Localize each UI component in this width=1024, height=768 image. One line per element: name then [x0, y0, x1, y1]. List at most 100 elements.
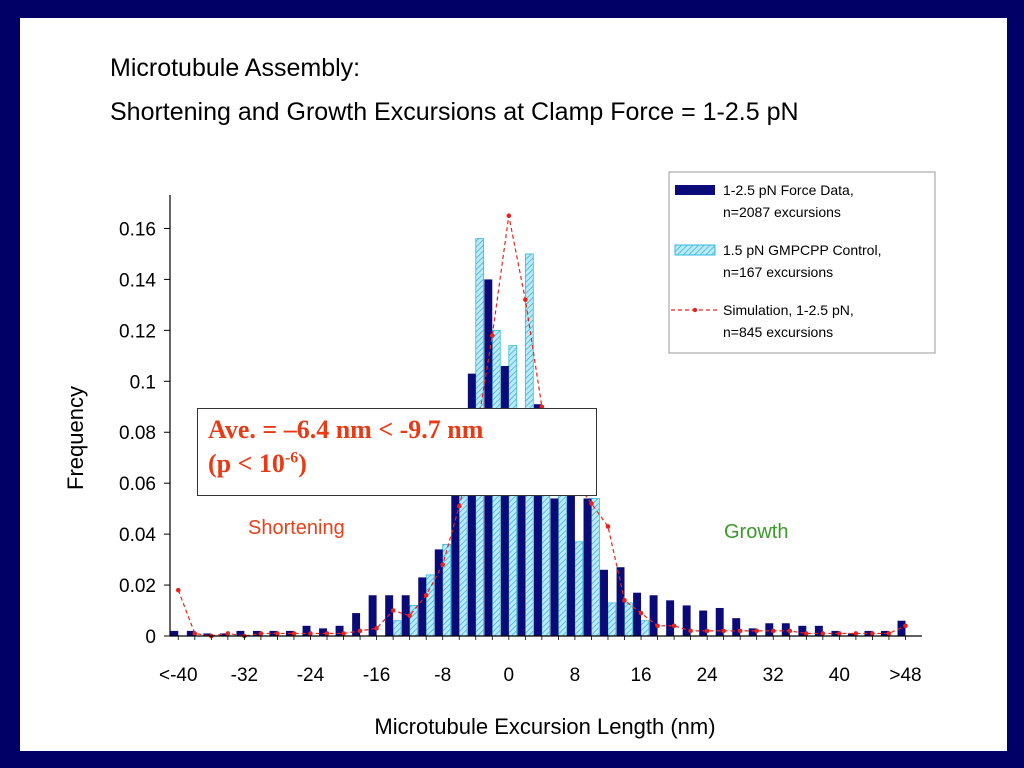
data-bar — [897, 620, 906, 636]
data-bar — [682, 605, 691, 636]
simulation-line — [175, 213, 908, 639]
simulation-point — [721, 628, 726, 634]
data-bar — [451, 488, 460, 636]
x-tick-label: <-40 — [159, 665, 198, 686]
x-tick-label: 24 — [697, 665, 719, 686]
control-bar — [409, 605, 418, 637]
data-bar — [170, 630, 179, 636]
legend: 1-2.5 pN Force Data, n=2087 excursions 1… — [668, 171, 936, 354]
data-bar — [269, 630, 278, 636]
data-bar — [186, 630, 195, 636]
legend-swatch-control — [674, 244, 716, 256]
control-bar — [392, 620, 402, 637]
data-bar — [335, 625, 344, 636]
simulation-point — [539, 404, 545, 410]
control-bar — [640, 620, 650, 637]
control-bar — [442, 543, 452, 637]
simulation-point — [456, 503, 462, 509]
y-tick-label: 0.16 — [119, 219, 156, 240]
data-bar — [781, 623, 790, 636]
simulation-point — [853, 631, 859, 636]
axes: 0 0.02 0.04 0.06 0.08 0.1 0.12 0.14 0.16 <-40 -32 -… — [119, 195, 922, 686]
simulation-point — [308, 631, 313, 636]
data-bar — [418, 577, 427, 636]
simulation-point — [258, 631, 264, 636]
y-tick-label: 0.14 — [119, 270, 156, 291]
shortening-label: Shortening — [248, 517, 345, 539]
data-bar — [517, 447, 526, 636]
x-tick-label: -32 — [231, 665, 258, 686]
x-tick-label: 32 — [763, 665, 784, 686]
x-tick-label: >48 — [889, 665, 921, 686]
data-bar — [319, 628, 328, 636]
data-bar — [533, 404, 542, 636]
legend-label-data-1: 1-2.5 pN Force Data, — [723, 182, 854, 198]
simulation-point — [688, 628, 693, 634]
x-tick-label: 8 — [570, 665, 581, 686]
legend-swatch-sim-marker — [692, 307, 698, 313]
simulation-point — [506, 213, 512, 219]
data-bar — [252, 630, 261, 636]
legend-label-data-2: n=2087 excursions — [723, 204, 841, 220]
data-bar — [666, 600, 675, 636]
simulation-point — [638, 610, 644, 616]
data-bar — [847, 633, 856, 636]
simulation-point — [374, 626, 379, 631]
data-bar — [814, 625, 823, 636]
simulation-point — [192, 631, 198, 636]
data-bar — [699, 610, 708, 636]
data-bar — [236, 630, 245, 636]
data-bar — [616, 567, 625, 636]
data-bar — [302, 625, 311, 636]
simulation-point — [605, 524, 611, 529]
simulation-point — [903, 623, 908, 629]
y-axis-title: Frequency — [63, 386, 88, 490]
growth-label: Growth — [724, 521, 788, 543]
simulation-point — [870, 631, 875, 636]
data-bar — [203, 633, 212, 636]
simulation-point — [655, 623, 660, 629]
control-bar — [607, 602, 617, 637]
data-bar — [352, 613, 361, 636]
x-tick-label: -8 — [434, 665, 451, 686]
data-bar — [550, 498, 559, 636]
simulation-point — [704, 628, 710, 634]
simulation-point — [737, 628, 743, 634]
simulation-point — [770, 628, 776, 634]
data-bar — [765, 623, 774, 636]
data-bar — [633, 592, 642, 636]
slide: Microtubule Assembly: Shortening and Gro… — [20, 18, 1007, 751]
data-bar — [732, 618, 741, 636]
control-bar — [574, 541, 584, 637]
annotation-p-prefix: (p < 10 — [208, 449, 285, 478]
simulation-point — [423, 592, 429, 598]
annotation-line-1: Ave. = –6.4 nm < -9.7 nm — [208, 415, 484, 444]
chart: 0 0.02 0.04 0.06 0.08 0.1 0.12 0.14 0.16 <-40 -32 -… — [63, 171, 936, 739]
simulation-point — [837, 631, 842, 636]
data-bar — [500, 366, 509, 636]
simulation-point — [225, 631, 231, 636]
data-bar — [798, 625, 807, 636]
data-bar — [401, 595, 410, 636]
annotation-p-exponent: -6 — [284, 449, 299, 467]
annotation-p-suffix: ) — [298, 449, 307, 478]
control-bar — [425, 574, 435, 637]
control-bar — [624, 602, 633, 637]
data-bar — [748, 628, 757, 636]
y-tick-label: 0.06 — [119, 474, 156, 495]
annotation-line-2: (p < 10-6) — [208, 447, 596, 481]
data-bar — [434, 549, 443, 636]
simulation-point — [275, 631, 280, 636]
simulation-point — [291, 631, 297, 636]
simulation-point — [622, 598, 627, 603]
data-bar — [864, 630, 873, 636]
legend-label-control-1: 1.5 pN GMPCPP Control, — [723, 242, 881, 258]
control-bar — [541, 482, 551, 637]
data-bar — [467, 373, 476, 636]
simulation-point — [523, 297, 528, 303]
chart-subtitle: Shortening and Growth Excursions at Clam… — [110, 98, 799, 126]
legend-label-control-2: n=167 excursions — [723, 264, 833, 280]
simulation-point — [390, 608, 396, 613]
x-tick-label: 16 — [630, 665, 651, 686]
simulation-point — [341, 631, 346, 636]
